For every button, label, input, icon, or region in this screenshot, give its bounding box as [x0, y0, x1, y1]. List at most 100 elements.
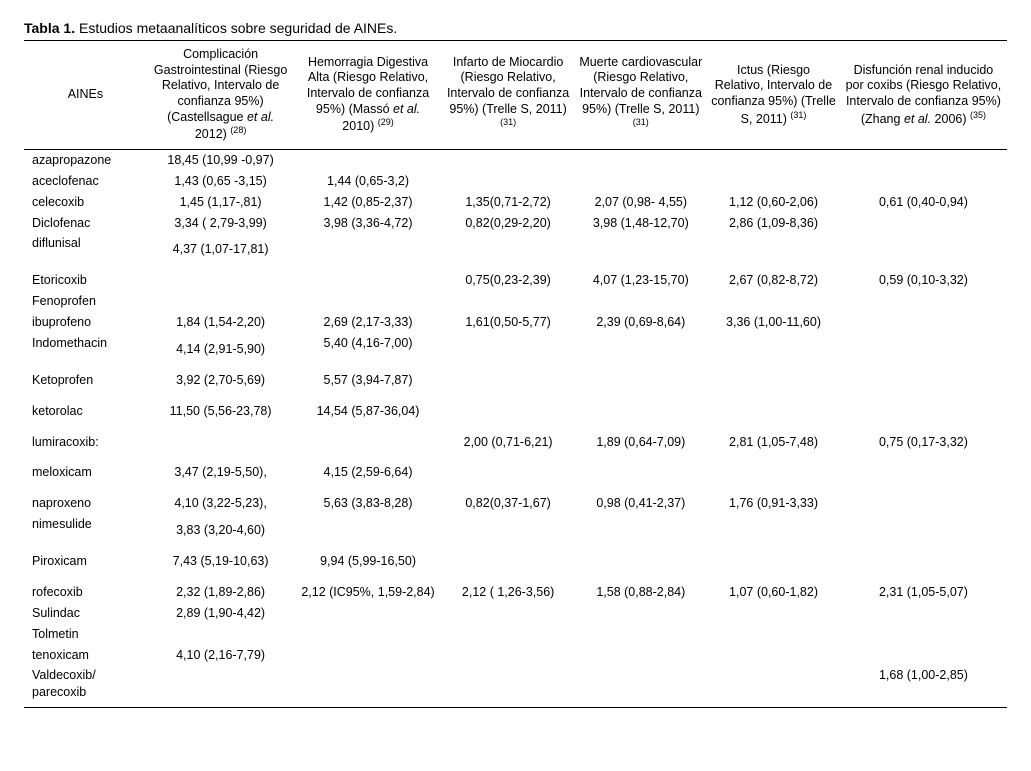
cell-value: [294, 514, 441, 541]
cell-value: [574, 171, 707, 192]
cell-value: 1,45 (1,17-,81): [147, 192, 294, 213]
cell-value: 2,00 (0,71-6,21): [442, 432, 575, 453]
cell-value: 2,89 (1,90-4,42): [147, 603, 294, 624]
col-header: Ictus (Riesgo Relativo, Intervalo de con…: [707, 41, 840, 150]
cell-value: [294, 603, 441, 624]
cell-value: 0,61 (0,40-0,94): [840, 192, 1007, 213]
cell-value: 1,89 (0,64-7,09): [574, 432, 707, 453]
cell-value: 0,75 (0,17-3,32): [840, 432, 1007, 453]
cell-value: [840, 171, 1007, 192]
cell-value: 3,98 (3,36-4,72): [294, 213, 441, 234]
cell-value: 1,58 (0,88-2,84): [574, 582, 707, 603]
cell-value: [707, 149, 840, 170]
cell-value: [442, 462, 575, 483]
cell-value: 1,43 (0,65 -3,15): [147, 171, 294, 192]
table-row: diflunisal4,37 (1,07-17,81): [24, 233, 1007, 260]
cell-value: 1,44 (0,65-3,2): [294, 171, 441, 192]
col-header: Muerte cardiovascular (Riesgo Relativo, …: [574, 41, 707, 150]
cell-value: [574, 233, 707, 260]
cell-value: 5,40 (4,16-7,00): [294, 333, 441, 360]
cell-value: [707, 514, 840, 541]
cell-value: 14,54 (5,87-36,04): [294, 401, 441, 422]
cell-value: [840, 514, 1007, 541]
cell-value: [442, 665, 575, 707]
drug-name: Etoricoxib: [24, 270, 147, 291]
cell-value: 1,42 (0,85-2,37): [294, 192, 441, 213]
table-row: tenoxicam4,10 (2,16-7,79): [24, 645, 1007, 666]
drug-name: naproxeno: [24, 493, 147, 514]
table-row: rofecoxib2,32 (1,89-2,86)2,12 (IC95%, 1,…: [24, 582, 1007, 603]
cell-value: [707, 171, 840, 192]
cell-value: 4,10 (3,22-5,23),: [147, 493, 294, 514]
title-prefix: Tabla 1.: [24, 20, 75, 36]
cell-value: [442, 551, 575, 572]
drug-name: lumiracoxib:: [24, 432, 147, 453]
table-row: [24, 422, 1007, 432]
col-header: Disfunción renal inducido por coxibs (Ri…: [840, 41, 1007, 150]
cell-value: [442, 149, 575, 170]
cell-value: [442, 233, 575, 260]
cell-value: 11,50 (5,56-23,78): [147, 401, 294, 422]
cell-value: 1,84 (1,54-2,20): [147, 312, 294, 333]
table-row: aceclofenac1,43 (0,65 -3,15)1,44 (0,65-3…: [24, 171, 1007, 192]
table-row: Tolmetin: [24, 624, 1007, 645]
cell-value: 5,57 (3,94-7,87): [294, 370, 441, 391]
cell-value: [442, 291, 575, 312]
cell-value: [707, 291, 840, 312]
table-row: celecoxib1,45 (1,17-,81)1,42 (0,85-2,37)…: [24, 192, 1007, 213]
cell-value: [147, 291, 294, 312]
cell-value: [707, 665, 840, 707]
cell-value: 0,98 (0,41-2,37): [574, 493, 707, 514]
drug-name: Fenoprofen: [24, 291, 147, 312]
cell-value: [840, 312, 1007, 333]
cell-value: 7,43 (5,19-10,63): [147, 551, 294, 572]
cell-value: 0,59 (0,10-3,32): [840, 270, 1007, 291]
table-row: [24, 541, 1007, 551]
cell-value: [707, 401, 840, 422]
table-row: Valdecoxib/ parecoxib1,68 (1,00-2,85): [24, 665, 1007, 707]
cell-value: [294, 432, 441, 453]
cell-value: 4,07 (1,23-15,70): [574, 270, 707, 291]
drug-name: Indomethacin: [24, 333, 147, 360]
cell-value: 1,07 (0,60-1,82): [707, 582, 840, 603]
cell-value: [840, 401, 1007, 422]
cell-value: [840, 603, 1007, 624]
drug-name: rofecoxib: [24, 582, 147, 603]
cell-value: [840, 370, 1007, 391]
drug-name: Ketoprofen: [24, 370, 147, 391]
cell-value: [707, 370, 840, 391]
table-row: Piroxicam7,43 (5,19-10,63)9,94 (5,99-16,…: [24, 551, 1007, 572]
table-row: Indomethacin4,14 (2,91-5,90)5,40 (4,16-7…: [24, 333, 1007, 360]
cell-value: 2,32 (1,89-2,86): [147, 582, 294, 603]
cell-value: [574, 462, 707, 483]
drug-name: diflunisal: [24, 233, 147, 260]
cell-value: 2,69 (2,17-3,33): [294, 312, 441, 333]
table-row: [24, 572, 1007, 582]
col-header: Infarto de Miocardio (Riesgo Relativo, I…: [442, 41, 575, 150]
cell-value: [840, 624, 1007, 645]
cell-value: [442, 624, 575, 645]
cell-value: 3,36 (1,00-11,60): [707, 312, 840, 333]
drug-name: nimesulide: [24, 514, 147, 541]
cell-value: [294, 624, 441, 645]
cell-value: [442, 370, 575, 391]
cell-value: [574, 370, 707, 391]
drug-name: aceclofenac: [24, 171, 147, 192]
cell-value: 18,45 (10,99 -0,97): [147, 149, 294, 170]
cell-value: [707, 333, 840, 360]
cell-value: 1,12 (0,60-2,06): [707, 192, 840, 213]
cell-value: 2,07 (0,98- 4,55): [574, 192, 707, 213]
cell-value: 0,82(0,29-2,20): [442, 213, 575, 234]
drug-name: Piroxicam: [24, 551, 147, 572]
cell-value: 2,12 ( 1,26-3,56): [442, 582, 575, 603]
cell-value: [574, 401, 707, 422]
drug-name: meloxicam: [24, 462, 147, 483]
header-row: AINEsComplicación Gastrointestinal (Ries…: [24, 41, 1007, 150]
cell-value: 0,75(0,23-2,39): [442, 270, 575, 291]
cell-value: [147, 432, 294, 453]
cell-value: [294, 149, 441, 170]
table-row: Ketoprofen3,92 (2,70-5,69)5,57 (3,94-7,8…: [24, 370, 1007, 391]
cell-value: [147, 624, 294, 645]
cell-value: 2,67 (0,82-8,72): [707, 270, 840, 291]
table-row: Sulindac2,89 (1,90-4,42): [24, 603, 1007, 624]
